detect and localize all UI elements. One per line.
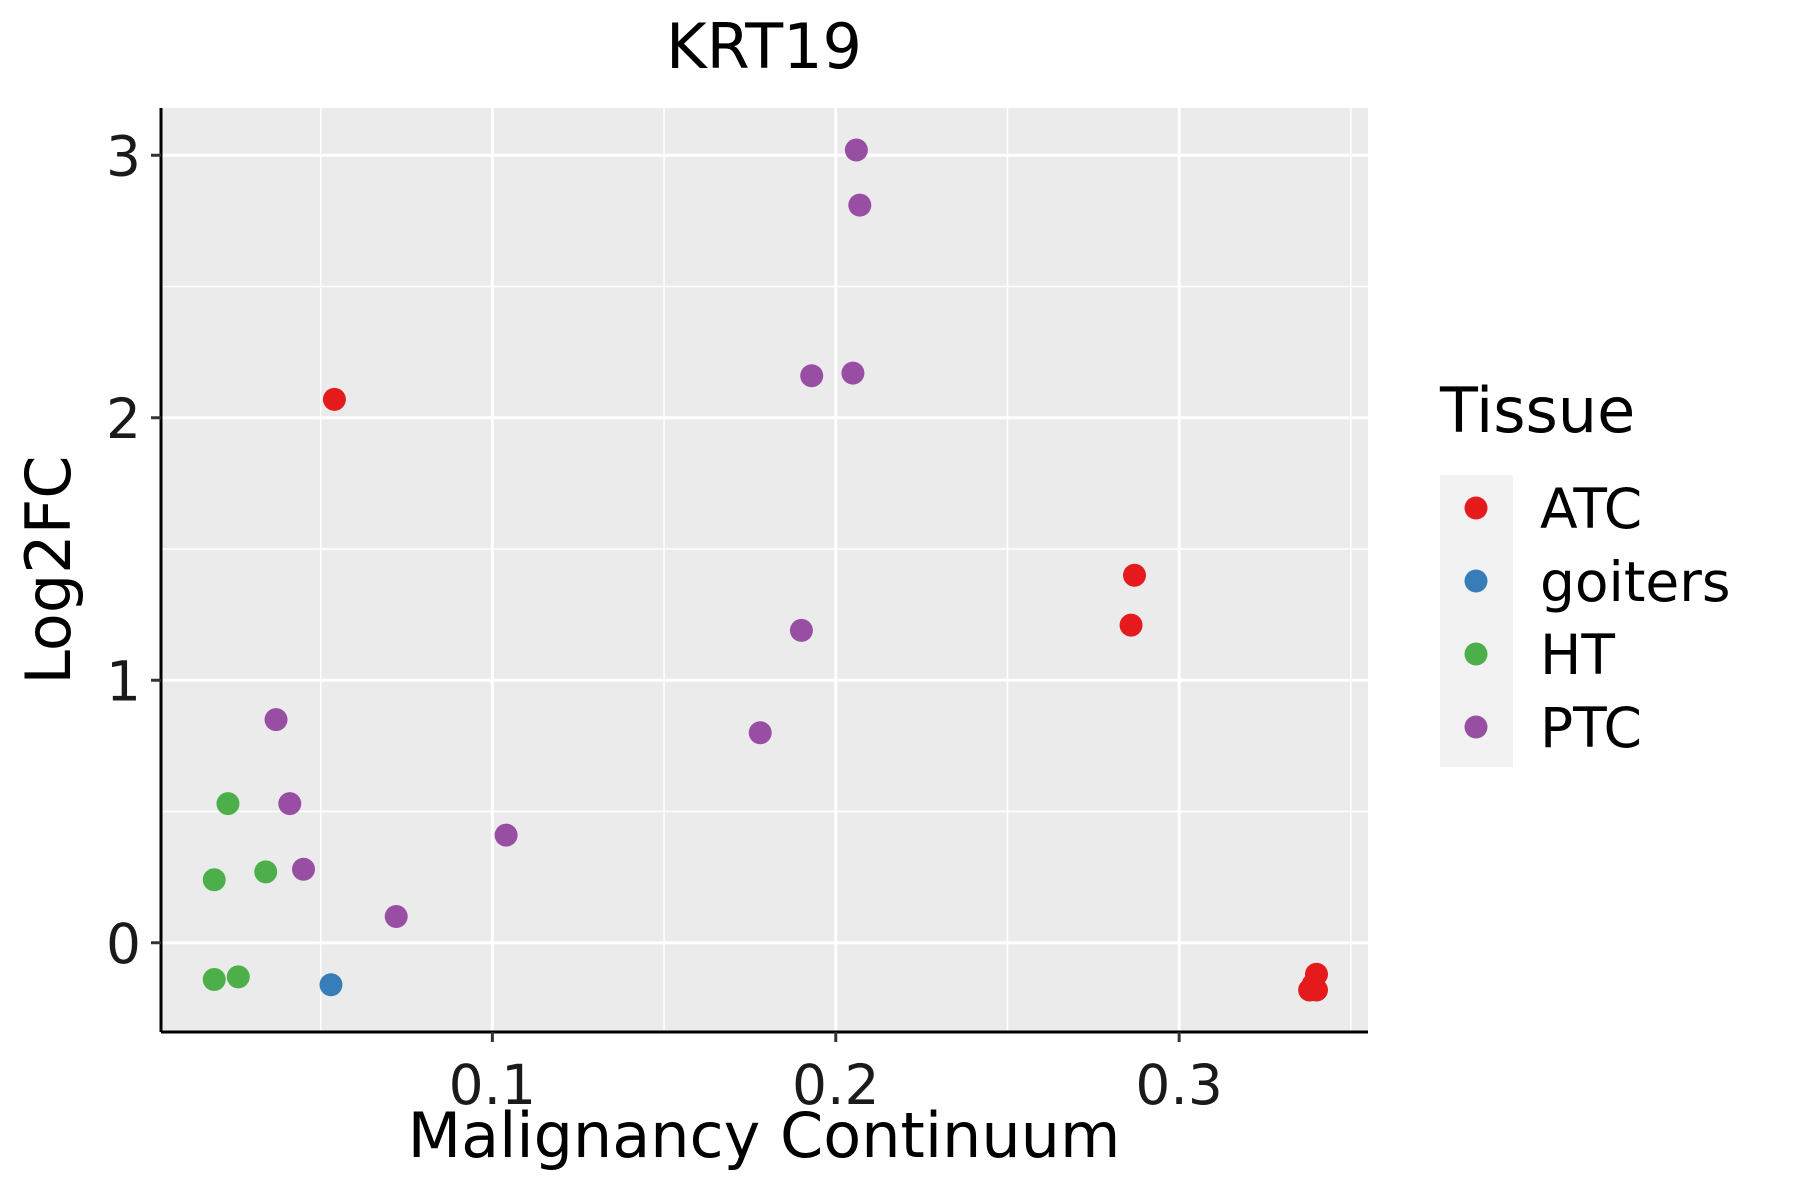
data-point-ptc (844, 138, 868, 162)
legend: Tissue ATC goiters HT PTC (1439, 374, 1731, 767)
y-tick-label: 3 (106, 124, 141, 188)
data-point-goiters (319, 973, 343, 997)
data-point-ptc (841, 361, 865, 385)
major-gridlines (161, 108, 1368, 1032)
legend-items: ATC goiters HT PTC (1464, 477, 1731, 760)
data-point-ptc (494, 823, 518, 847)
data-point-ht (226, 965, 250, 989)
data-point-ht (216, 792, 240, 816)
data-point-ht (202, 968, 226, 991)
x-tick-label: 0.1 (449, 1053, 536, 1117)
legend-key-ptc (1464, 715, 1488, 739)
data-point-ptc (384, 905, 408, 928)
data-point-ptc (264, 708, 288, 732)
y-tick-label: 1 (106, 649, 141, 713)
data-point-atc (322, 387, 346, 411)
data-point-ptc (848, 193, 872, 217)
x-axis-ticks: 0.1 0.2 0.3 (449, 1032, 1223, 1117)
legend-label-ht: HT (1540, 623, 1615, 687)
x-tick-label: 0.2 (792, 1053, 879, 1117)
data-point-ht (254, 860, 278, 884)
x-axis-title: Malignancy Continuum (408, 1099, 1121, 1172)
data-point-atc (1122, 563, 1146, 587)
data-point-ptc (748, 721, 772, 745)
data-point-ht (202, 868, 226, 892)
legend-title: Tissue (1439, 374, 1635, 447)
y-tick-label: 2 (106, 387, 141, 451)
plot-panel (161, 108, 1368, 1032)
y-axis-ticks: 0 1 2 3 (106, 124, 161, 976)
legend-key-goiters (1464, 569, 1488, 593)
minor-gridlines (161, 108, 1368, 1032)
y-axis-title: Log2FC (12, 455, 85, 684)
x-tick-label: 0.3 (1135, 1053, 1222, 1117)
y-tick-label: 0 (106, 912, 141, 976)
legend-label-goiters: goiters (1540, 550, 1731, 614)
data-point-ptc (789, 618, 813, 642)
legend-label-atc: ATC (1540, 477, 1642, 541)
data-point-ptc (292, 857, 316, 881)
legend-label-ptc: PTC (1540, 696, 1642, 760)
legend-key-atc (1464, 496, 1488, 520)
data-point-ptc (800, 364, 824, 388)
legend-key-ht (1464, 642, 1488, 666)
chart-title: KRT19 (666, 10, 862, 83)
data-point-atc (1119, 613, 1143, 637)
data-points (202, 138, 1328, 1002)
data-point-atc (1304, 978, 1328, 1002)
data-point-ptc (278, 792, 302, 816)
